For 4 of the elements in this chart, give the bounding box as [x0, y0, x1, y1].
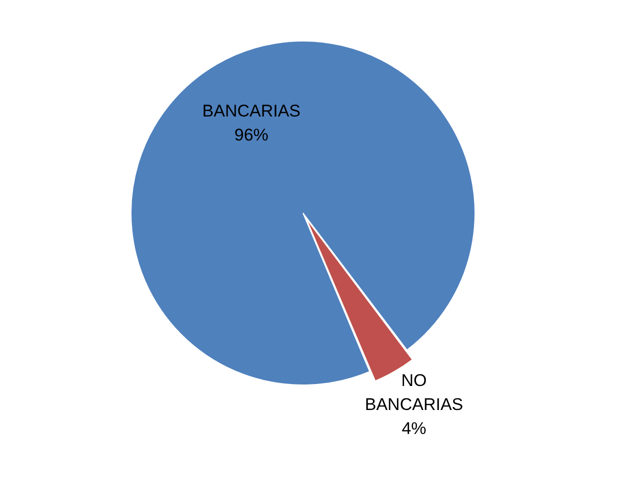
slice-label: NO BANCARIAS: [364, 370, 464, 414]
slice-label: BANCARIAS: [202, 101, 301, 120]
data-label: 4%: [402, 418, 426, 438]
data-label: 96%: [234, 125, 268, 144]
